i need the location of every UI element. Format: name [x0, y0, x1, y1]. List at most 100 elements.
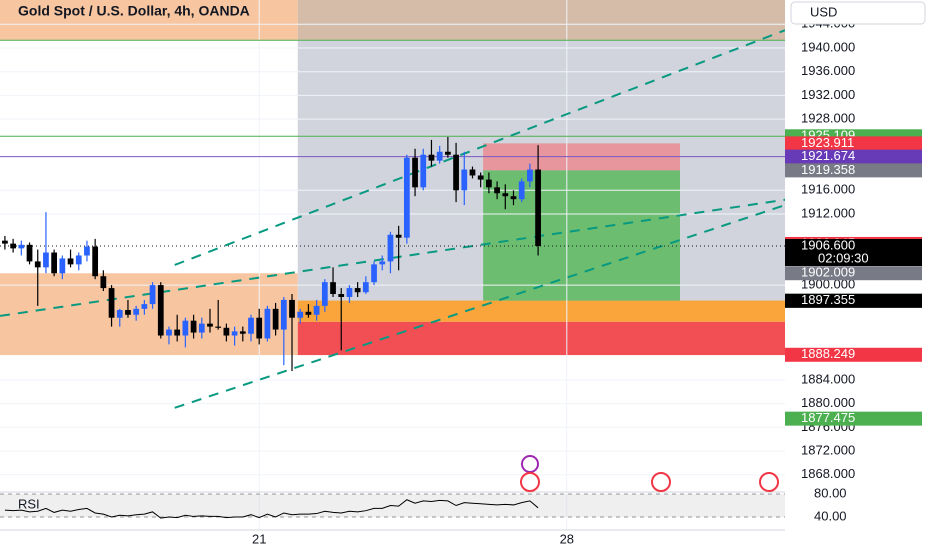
candle-body	[231, 331, 238, 336]
candle-body	[486, 179, 492, 188]
price-label-box	[785, 163, 922, 178]
candle-body	[453, 154, 459, 191]
currency-button[interactable]	[790, 1, 926, 25]
candle-body	[2, 240, 8, 244]
candle-body	[469, 169, 476, 176]
candle-body	[116, 310, 123, 318]
candle-body	[182, 320, 189, 336]
y-tick-label: 1868.000	[801, 466, 855, 481]
candle-body	[461, 169, 468, 191]
x-tick-label: 21	[252, 531, 266, 546]
price-label-box	[785, 347, 922, 362]
candle-body	[371, 264, 377, 283]
candle-body	[535, 169, 541, 246]
price-label: 1902.009	[801, 265, 855, 280]
price-label: 1921.674	[801, 148, 855, 163]
y-tick-label: 1912.000	[801, 205, 855, 220]
candle-body	[215, 326, 222, 328]
candle-body	[420, 154, 427, 188]
candle-body	[92, 246, 99, 277]
candle-body	[330, 282, 336, 295]
event-icon	[759, 472, 779, 492]
y-tick-label: 1940.000	[801, 39, 855, 54]
price-label: 1906.600	[801, 237, 855, 252]
price-label: 1877.475	[801, 410, 855, 425]
rsi-line	[4, 499, 539, 519]
candle-body	[412, 157, 418, 188]
candles	[2, 136, 541, 372]
candle-body	[428, 154, 435, 161]
y-tick-label: 1936.000	[801, 63, 855, 78]
candle-body	[297, 311, 304, 318]
price-label: 1897.355	[801, 292, 855, 307]
candle-body	[354, 288, 361, 293]
candle-body	[75, 255, 82, 265]
candle-body	[108, 288, 115, 318]
drawings	[0, 0, 785, 356]
x-tick-label: 28	[560, 531, 574, 546]
candle-body	[436, 151, 443, 161]
candle-body	[387, 234, 394, 262]
candle-body	[34, 261, 41, 268]
candle-body	[272, 308, 279, 330]
candle-body	[264, 308, 271, 339]
candle-body	[502, 193, 509, 197]
currency-label[interactable]: USD	[810, 4, 837, 19]
candle-body	[141, 304, 148, 309]
candle-body	[256, 317, 263, 339]
candle-body	[59, 258, 66, 274]
zone	[297, 300, 785, 322]
candle-body	[100, 276, 107, 289]
candle-body	[239, 331, 246, 334]
grid	[0, 0, 785, 530]
candle-body	[157, 285, 164, 336]
candle-body	[338, 294, 345, 297]
event-icon	[651, 472, 671, 492]
chart-title: Gold Spot / U.S. Dollar, 4h, OANDA	[18, 3, 250, 19]
candle-body	[26, 244, 33, 262]
zone	[297, 0, 785, 41]
candle-body	[43, 252, 49, 268]
candle-body	[289, 299, 295, 318]
zone	[483, 170, 681, 301]
price-label-box	[785, 149, 922, 164]
rsi-tick-label: 40.00	[814, 508, 847, 523]
rsi-pane	[0, 493, 785, 519]
rsi-tick-label: 80.00	[814, 485, 847, 500]
candle-body	[527, 169, 533, 182]
candle-body	[84, 246, 90, 256]
price-label-box	[785, 411, 922, 426]
candle-body	[198, 323, 205, 333]
candle-body	[51, 252, 58, 274]
trend-line	[174, 29, 786, 266]
candle-body	[510, 196, 517, 200]
price-label-box	[785, 293, 922, 308]
y-tick-label: 1916.000	[801, 182, 855, 197]
price-label-box	[785, 136, 922, 151]
candle-body	[321, 282, 328, 306]
price-label-box	[785, 239, 922, 253]
y-tick-label: 1880.000	[801, 395, 855, 410]
candle-body	[403, 157, 410, 238]
candle-body	[149, 285, 156, 305]
candle-body	[125, 310, 131, 315]
candle-body	[18, 244, 25, 249]
candle-body	[362, 282, 369, 293]
event-icons	[520, 455, 779, 492]
y-tick-label: 1900.000	[801, 277, 855, 292]
rsi-label: RSI	[18, 496, 40, 511]
y-tick-label: 1884.000	[801, 371, 855, 386]
candle-body	[280, 299, 287, 330]
candle-body	[67, 258, 74, 265]
y-tick-label: 1872.000	[801, 443, 855, 458]
candle-body	[223, 327, 230, 336]
candle-body	[395, 234, 402, 238]
candle-body	[477, 175, 484, 180]
zone	[297, 321, 785, 356]
event-icon	[521, 455, 539, 473]
candle-body	[166, 329, 172, 336]
candle-body	[305, 311, 312, 315]
candle-body	[133, 308, 140, 315]
candle-body	[313, 305, 320, 315]
